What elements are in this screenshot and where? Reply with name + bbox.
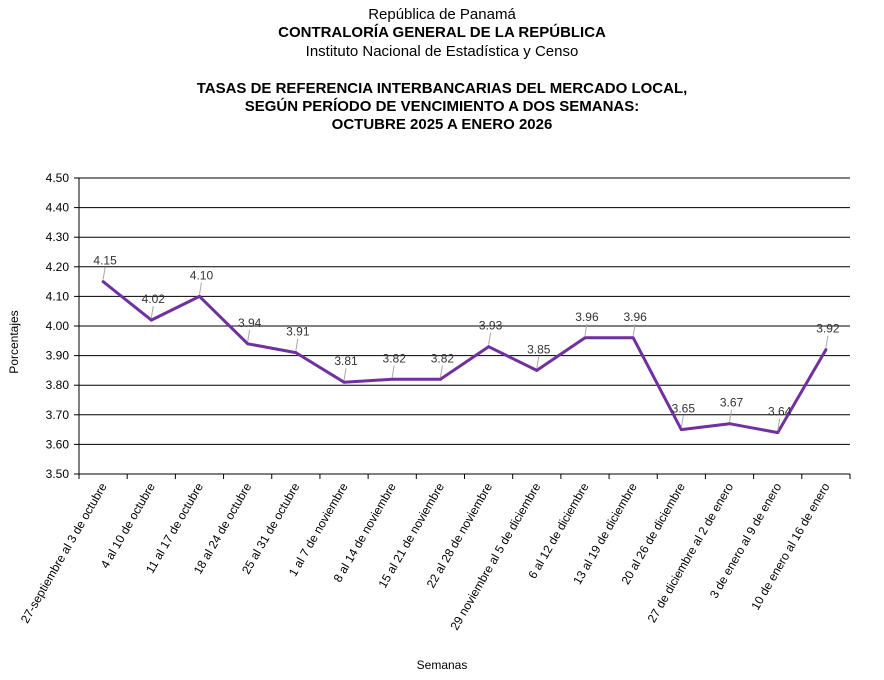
data-point [294,351,298,355]
data-point [438,377,442,381]
x-tick-label: 27-septiembre al 3 de octubre [18,480,110,625]
y-tick-label: 3.70 [46,408,70,422]
data-label-leader [729,409,733,422]
data-label: 3.85 [527,342,551,356]
y-tick-label: 3.60 [46,437,70,451]
data-label: 4.02 [142,292,166,306]
data-label: 4.15 [93,254,117,268]
data-label-leader [488,332,492,345]
institute-name: Instituto Nacional de Estadística y Cens… [305,43,579,60]
data-label-leader [632,323,636,336]
data-label: 3.94 [238,316,262,330]
y-tick-label: 3.90 [46,349,70,363]
y-tick-label: 4.00 [46,319,70,333]
data-label-leader [825,335,829,348]
y-tick-label: 3.50 [46,467,70,481]
gridlines [74,177,851,479]
data-point [728,422,732,426]
data-point [101,280,105,284]
data-point [342,380,346,384]
data-label: 4.10 [190,268,214,282]
chart-title-line-2: SEGÚN PERÍODO DE VENCIMIENTO A DOS SEMAN… [244,98,640,115]
data-point [197,294,201,298]
data-point [824,348,828,352]
x-tick-label: 29 noviembre al 5 de diciembre [448,480,544,632]
data-label-leader [102,267,106,280]
data-label: 3.82 [431,351,455,365]
data-label-leader [391,365,395,378]
data-label: 3.67 [720,396,744,410]
data-point [246,342,250,346]
data-label: 3.93 [479,319,503,333]
data-label-leader [247,329,251,342]
data-point [535,368,539,372]
y-tick-label: 4.50 [46,171,70,185]
data-labels: 4.15 4.02 4.10 3.94 3.91 3.81 3.82 3.82 3.93 3.85… [93,254,839,419]
data-label-leader [584,323,588,336]
y-tick-label: 4.20 [46,260,70,274]
data-label-leader [536,356,540,369]
data-label: 3.81 [334,354,358,368]
y-tick-label: 3.80 [46,378,70,392]
institution-name: CONTRALORÍA GENERAL DE LA REPÚBLICA [278,24,606,41]
data-label-leaders [102,267,829,431]
data-label: 3.92 [816,322,840,336]
data-label: 3.64 [768,405,792,419]
data-point [776,431,780,435]
data-point [631,336,635,340]
data-label: 3.65 [672,402,696,416]
data-label-leader [439,365,443,378]
data-label-leader [150,305,154,319]
data-label: 3.91 [286,325,310,339]
y-axis-ticks: 3.50 3.60 3.70 3.80 3.90 4.00 4.10 4.20 4.30 4.40… [46,171,70,481]
chart-title-line-3: OCTUBRE 2025 A ENERO 2026 [331,116,553,133]
country-name: República de Panamá [368,6,516,23]
x-tick-label: 27 de diciembre al 2 de enero [645,480,737,625]
data-point [390,377,394,381]
data-point [487,345,491,349]
data-label-leader [777,418,781,431]
y-tick-label: 4.40 [46,201,70,215]
y-tick-label: 4.10 [46,289,70,303]
x-axis-label: Semanas [417,658,468,672]
data-label-leader [343,368,347,381]
chart-title-line-1: TASAS DE REFERENCIA INTERBANCARIAS DEL M… [196,80,688,97]
series-line [102,280,828,435]
y-tick-label: 4.30 [46,230,70,244]
data-label-leader [198,282,202,295]
data-label: 3.82 [383,351,407,365]
data-point [679,428,683,432]
data-point [149,318,153,322]
data-label-leader [680,415,684,428]
data-label: 3.96 [575,310,599,324]
series-line-group [101,280,828,435]
data-label-leader [295,338,299,351]
data-point [583,336,587,340]
data-label: 3.96 [623,310,647,324]
y-axis-label: Porcentajes [7,310,21,373]
